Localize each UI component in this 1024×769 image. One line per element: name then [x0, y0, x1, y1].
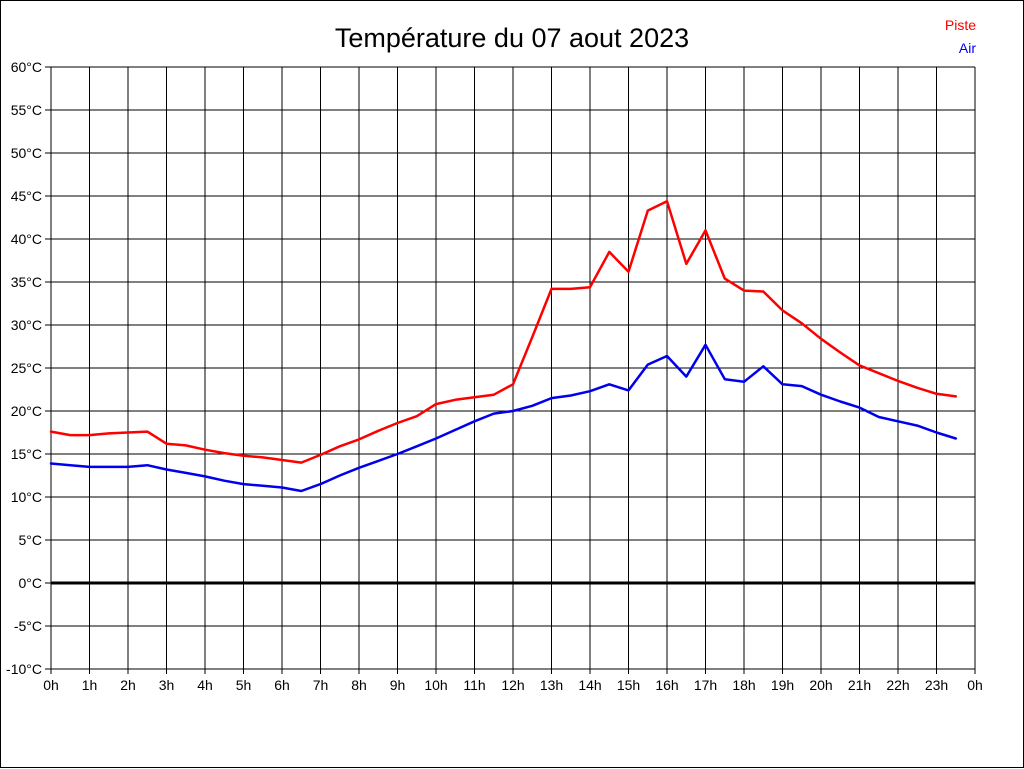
y-axis-label: 10°C	[11, 489, 42, 505]
y-axis-label: 0°C	[19, 575, 43, 591]
y-axis-label: 20°C	[11, 403, 42, 419]
y-axis-label: 55°C	[11, 102, 42, 118]
series-line-piste	[49, 199, 958, 464]
chart-legend: Piste Air	[945, 14, 976, 60]
x-axis-label: 15h	[617, 677, 640, 693]
y-axis-label: -5°C	[14, 618, 42, 634]
chart-title: Température du 07 aout 2023	[334, 23, 690, 53]
x-axis-label: 19h	[771, 677, 794, 693]
y-axis-label: 60°C	[11, 59, 42, 75]
x-axis-label: 9h	[390, 677, 406, 693]
y-axis-label: 40°C	[11, 231, 42, 247]
x-axis-label: 14h	[578, 677, 601, 693]
x-axis-label: 4h	[197, 677, 213, 693]
x-axis-label: 2h	[120, 677, 136, 693]
x-axis-label: 0h	[967, 677, 983, 693]
x-axis-label: 1h	[82, 677, 98, 693]
x-axis-label: 5h	[236, 677, 252, 693]
y-axis-label: 50°C	[11, 145, 42, 161]
x-axis-label: 21h	[848, 677, 871, 693]
x-axis-label: 12h	[501, 677, 524, 693]
x-axis-label: 23h	[925, 677, 948, 693]
y-axis-label: 35°C	[11, 274, 42, 290]
x-axis-label: 8h	[351, 677, 367, 693]
y-axis-label: 30°C	[11, 317, 42, 333]
x-axis-label: 20h	[809, 677, 832, 693]
legend-item-air: Air	[958, 40, 976, 56]
x-axis-label: 3h	[159, 677, 175, 693]
x-axis-label: 7h	[313, 677, 329, 693]
x-axis-label: 17h	[694, 677, 717, 693]
y-axis-label: 25°C	[11, 360, 42, 376]
x-axis-label: 0h	[43, 677, 59, 693]
x-axis-label: 11h	[463, 677, 485, 693]
y-axis-label: -10°C	[6, 661, 42, 677]
legend-item-piste: Piste	[944, 17, 976, 33]
x-axis-label: 16h	[655, 677, 678, 693]
x-axis-label: 22h	[886, 677, 909, 693]
y-axis-label: 45°C	[11, 188, 42, 204]
x-axis-label: 18h	[732, 677, 755, 693]
x-axis-label: 13h	[540, 677, 563, 693]
x-axis-label: 6h	[274, 677, 290, 693]
y-axis-label: 5°C	[19, 532, 43, 548]
series-line-air	[49, 343, 958, 493]
y-axis-label: 15°C	[11, 446, 42, 462]
x-axis-label: 10h	[424, 677, 447, 693]
